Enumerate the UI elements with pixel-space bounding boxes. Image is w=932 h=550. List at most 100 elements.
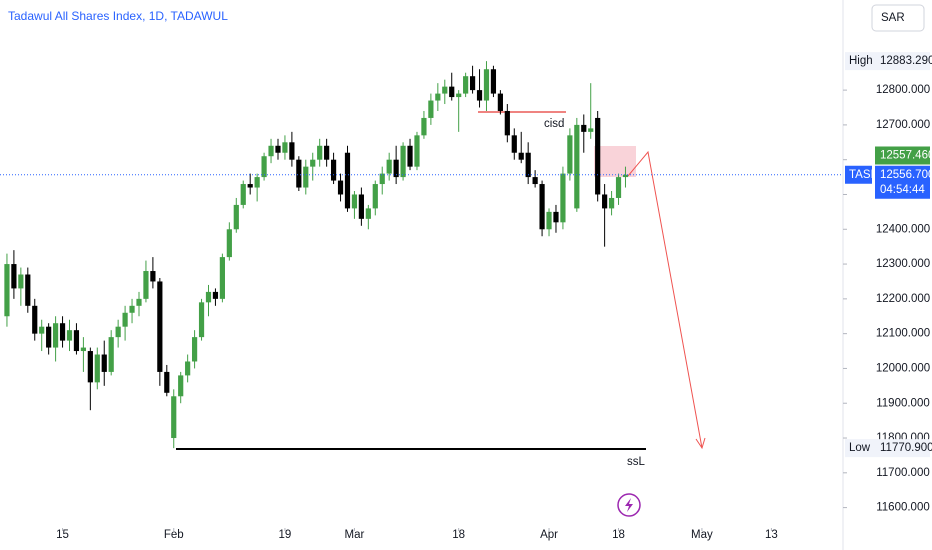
price-marker-box	[845, 52, 930, 71]
candle-body	[351, 194, 358, 209]
candle-body	[560, 173, 566, 223]
candle-body	[240, 184, 246, 205]
arrow-head	[695, 437, 706, 450]
candle-body	[317, 145, 323, 160]
candle-body	[372, 184, 378, 209]
candle-body	[511, 135, 517, 153]
candle-body	[178, 375, 184, 397]
candle-body	[456, 93, 462, 98]
countdown: 04:54:44	[880, 184, 925, 196]
candle-body	[101, 354, 107, 372]
candle-body	[52, 323, 59, 348]
candle-body	[310, 159, 316, 167]
currency-button[interactable]	[871, 4, 925, 32]
y-tick-label: 11600.000	[876, 502, 930, 514]
price-marker-value: 12883.290	[880, 55, 932, 67]
candle-body	[73, 330, 80, 352]
candle-body	[191, 337, 198, 362]
candle-body	[463, 76, 469, 94]
candle-body	[553, 211, 559, 223]
candle-body	[608, 197, 615, 209]
y-tick-label: 12700.000	[876, 119, 930, 131]
candle-body	[254, 177, 260, 188]
currency-label: SAR	[881, 12, 905, 24]
price-marker-box	[845, 439, 930, 458]
candle-body	[247, 184, 253, 188]
candle-body	[400, 145, 406, 178]
candle-body	[282, 142, 288, 153]
candle-body	[442, 86, 448, 94]
candle-body	[469, 76, 476, 91]
annotation: ssL	[627, 456, 646, 468]
candle-body	[275, 145, 281, 153]
price-marker-name: Low	[849, 442, 871, 454]
candle-body	[435, 93, 441, 101]
zone	[594, 146, 636, 177]
candle-body	[581, 124, 587, 132]
candle-body	[358, 194, 364, 219]
ask-value: 12557.460	[880, 150, 932, 162]
candle-body	[504, 110, 510, 136]
candle-body	[164, 371, 170, 393]
candle-body	[25, 274, 31, 306]
candle-body	[539, 184, 545, 230]
candle-body	[11, 264, 17, 289]
x-tick-label: 19	[279, 529, 292, 541]
candle-body	[324, 145, 330, 160]
y-tick-label: 12000.000	[876, 362, 930, 374]
y-tick-label: 12300.000	[876, 258, 930, 270]
arrow	[627, 150, 703, 449]
last-value-box	[875, 165, 930, 199]
candle-body	[567, 135, 573, 174]
event-bolt	[625, 498, 633, 512]
candle-body	[18, 274, 24, 289]
candle-body	[330, 159, 337, 181]
candle-body	[59, 323, 66, 341]
candle-body	[296, 159, 302, 188]
last-name-box	[845, 165, 872, 184]
candle-body	[365, 208, 371, 219]
candle-body	[532, 177, 538, 185]
candle-body	[518, 152, 524, 160]
candle-body	[303, 166, 309, 188]
y-tick-label: 12200.000	[876, 293, 930, 305]
candle-body	[525, 152, 531, 178]
y-tick-label: 12100.000	[876, 328, 930, 340]
candle-body	[115, 326, 121, 338]
x-tick-label: Mar	[345, 529, 365, 541]
candle-body	[129, 305, 135, 313]
candle-body	[212, 291, 219, 299]
candle-body	[157, 281, 163, 372]
candle-body	[39, 326, 45, 334]
candle-body	[261, 156, 267, 178]
candle-body	[615, 177, 622, 198]
price-marker-value: 11770.900	[880, 442, 932, 454]
candle-body	[219, 257, 225, 299]
candle-body	[622, 174, 629, 178]
candle-body	[483, 69, 490, 101]
x-tick-label: May	[691, 529, 713, 541]
candle-body	[449, 86, 455, 98]
candle-body	[205, 291, 212, 303]
candle-body	[379, 173, 385, 185]
candle-body	[4, 264, 10, 317]
candle-body	[414, 135, 420, 167]
candle-body	[289, 142, 295, 160]
candle-body	[393, 159, 399, 178]
candle-body	[421, 117, 427, 136]
candle-body	[136, 298, 142, 306]
candle-body	[143, 271, 149, 299]
candle-body	[428, 100, 434, 118]
candle-body	[497, 93, 503, 111]
candle-body	[602, 194, 608, 209]
candle-body	[198, 302, 205, 338]
candle-body	[150, 271, 156, 282]
chart-title: Tadawul All Shares Index, 1D, TADAWUL	[8, 9, 228, 23]
y-tick-label: 11900.000	[876, 397, 930, 409]
candle-body	[171, 396, 177, 439]
last-name: TASI	[849, 169, 874, 181]
candle-body	[337, 180, 344, 195]
candle-body	[386, 159, 392, 174]
x-tick-label: Feb	[164, 529, 184, 541]
